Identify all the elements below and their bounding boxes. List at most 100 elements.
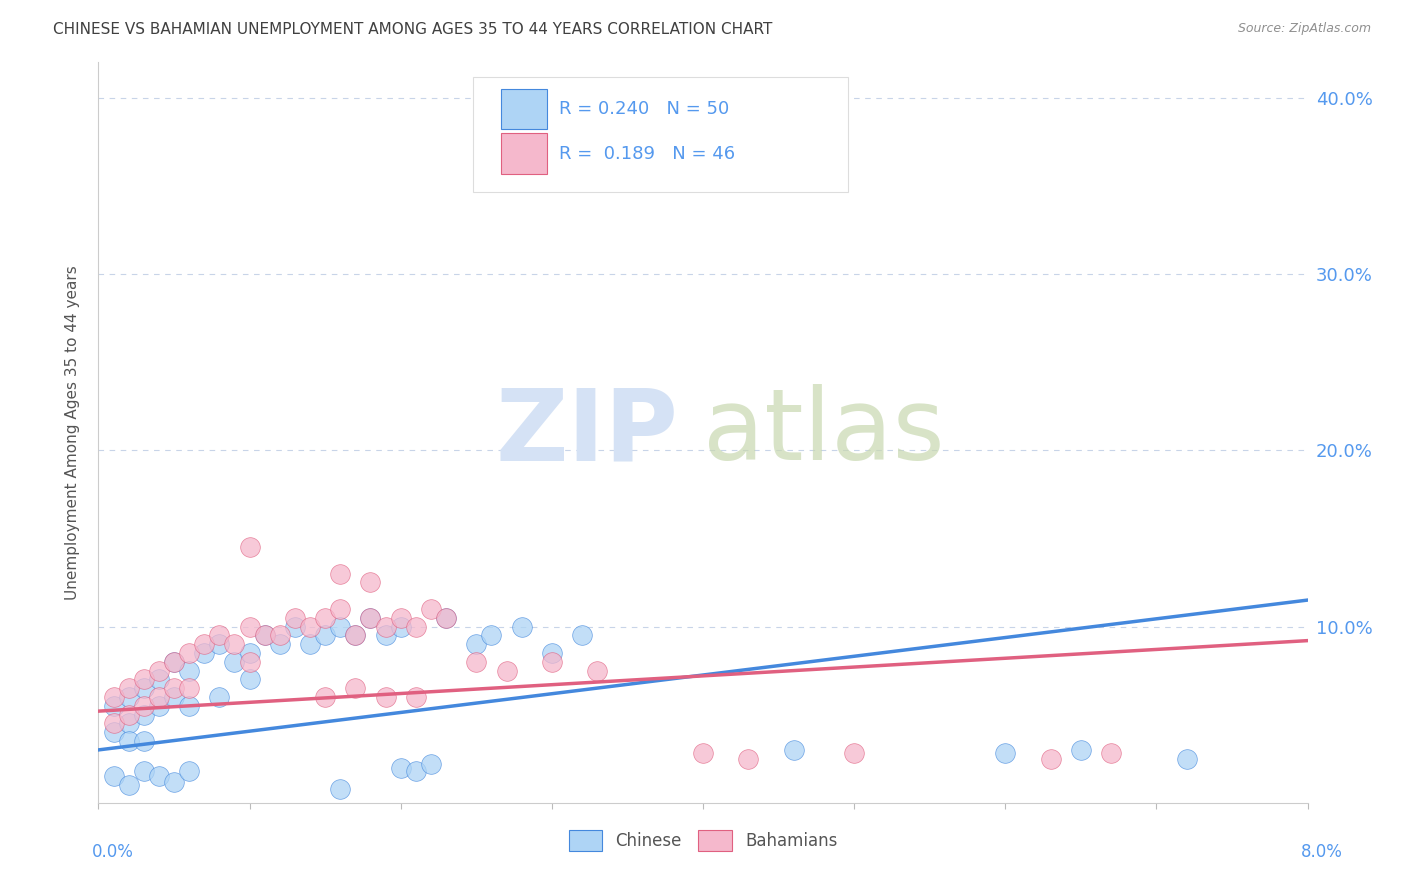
Point <box>314 610 336 624</box>
Point <box>420 602 443 616</box>
Point <box>103 769 125 783</box>
Point <box>374 690 396 704</box>
Point <box>405 619 427 633</box>
Point <box>148 690 170 704</box>
Point <box>179 681 201 696</box>
Point <box>179 764 201 778</box>
Point <box>118 690 141 704</box>
Point <box>329 566 352 581</box>
Point <box>193 637 215 651</box>
Point <box>163 774 186 789</box>
Point <box>495 664 517 678</box>
Point <box>284 619 307 633</box>
Point <box>389 760 412 774</box>
Point <box>163 655 186 669</box>
Text: 0.0%: 0.0% <box>91 843 134 861</box>
Point <box>103 690 125 704</box>
Point <box>163 655 186 669</box>
Point <box>299 637 322 651</box>
Point <box>132 681 155 696</box>
Point <box>465 655 488 669</box>
Point <box>374 628 396 642</box>
Point <box>118 707 141 722</box>
Point <box>163 681 186 696</box>
Point <box>481 628 503 642</box>
Point <box>132 734 155 748</box>
Point <box>1175 752 1198 766</box>
Point <box>434 610 457 624</box>
Point <box>344 628 367 642</box>
Point <box>434 610 457 624</box>
Point <box>179 664 201 678</box>
Point <box>148 698 170 713</box>
Point <box>344 681 367 696</box>
Point <box>179 646 201 660</box>
Point <box>284 610 307 624</box>
Point <box>269 637 291 651</box>
Point <box>132 707 155 722</box>
Point <box>148 664 170 678</box>
Point <box>118 778 141 792</box>
Point <box>1070 743 1092 757</box>
Point <box>344 628 367 642</box>
Text: CHINESE VS BAHAMIAN UNEMPLOYMENT AMONG AGES 35 TO 44 YEARS CORRELATION CHART: CHINESE VS BAHAMIAN UNEMPLOYMENT AMONG A… <box>53 22 773 37</box>
Y-axis label: Unemployment Among Ages 35 to 44 years: Unemployment Among Ages 35 to 44 years <box>65 265 80 600</box>
Point <box>360 610 382 624</box>
Point <box>329 619 352 633</box>
Text: Source: ZipAtlas.com: Source: ZipAtlas.com <box>1237 22 1371 36</box>
Point <box>148 769 170 783</box>
Point <box>239 655 262 669</box>
FancyBboxPatch shape <box>501 133 547 174</box>
Text: 8.0%: 8.0% <box>1301 843 1343 861</box>
Text: ZIP: ZIP <box>496 384 679 481</box>
Legend: Chinese, Bahamians: Chinese, Bahamians <box>562 823 844 857</box>
Point <box>360 610 382 624</box>
Point <box>586 664 609 678</box>
Text: R = 0.240   N = 50: R = 0.240 N = 50 <box>560 100 730 118</box>
Point <box>163 690 186 704</box>
Point <box>193 646 215 660</box>
Point <box>118 716 141 731</box>
Point <box>208 628 231 642</box>
Point <box>1039 752 1062 766</box>
Point <box>420 757 443 772</box>
Point <box>571 628 593 642</box>
Point <box>208 637 231 651</box>
Point <box>737 752 759 766</box>
Point <box>118 681 141 696</box>
Point <box>103 698 125 713</box>
Point <box>314 690 336 704</box>
Point <box>994 747 1017 761</box>
Point <box>360 575 382 590</box>
Point <box>253 628 276 642</box>
Point <box>389 610 412 624</box>
Point <box>329 602 352 616</box>
Text: R =  0.189   N = 46: R = 0.189 N = 46 <box>560 145 735 162</box>
Point <box>132 698 155 713</box>
Point <box>239 619 262 633</box>
Point <box>224 655 246 669</box>
Point <box>239 646 262 660</box>
Point <box>389 619 412 633</box>
Point <box>103 716 125 731</box>
Point <box>132 673 155 687</box>
Point <box>179 698 201 713</box>
Point <box>540 655 562 669</box>
Point <box>239 673 262 687</box>
Point <box>405 690 427 704</box>
Point <box>299 619 322 633</box>
Point <box>465 637 488 651</box>
Point <box>844 747 866 761</box>
Point <box>540 646 562 660</box>
Point <box>118 734 141 748</box>
Point <box>253 628 276 642</box>
Point <box>510 619 533 633</box>
Point <box>1099 747 1122 761</box>
FancyBboxPatch shape <box>501 88 547 129</box>
Point <box>224 637 246 651</box>
Point <box>314 628 336 642</box>
Point <box>374 619 396 633</box>
Text: atlas: atlas <box>703 384 945 481</box>
Point <box>148 673 170 687</box>
Point <box>329 781 352 796</box>
